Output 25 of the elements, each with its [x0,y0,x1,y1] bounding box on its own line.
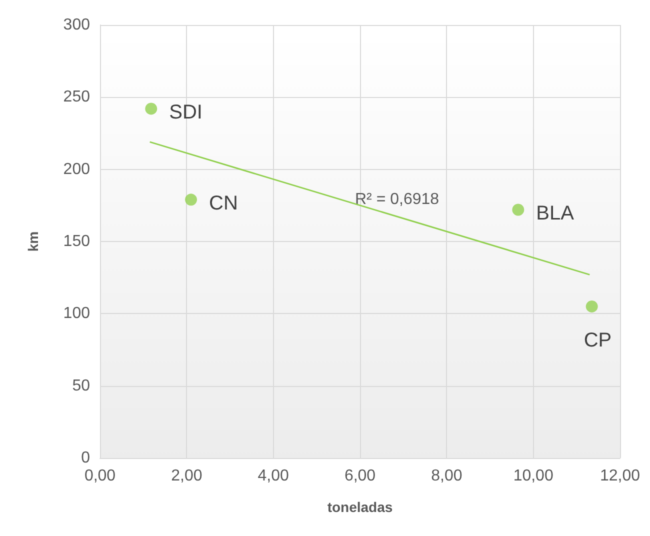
y-tick-label: 300 [63,16,90,34]
point [586,300,598,312]
x-tick-label: 4,00 [258,468,290,484]
y-tick-label: 150 [63,233,90,250]
x-tick-label: 8,00 [431,468,462,484]
x-tick-label: 12,00 [600,468,640,484]
point [185,194,197,206]
point [145,102,158,115]
annotation: BLA [536,202,575,225]
x-tick-label: 2,00 [171,468,202,484]
y-tick-label: 250 [63,88,90,106]
x-tick-label: 6,00 [344,468,376,484]
annotation: SDI [169,102,202,124]
x-tick-label: 10,00 [513,468,554,484]
y-tick-label: 0 [81,450,90,466]
y-tick-label: 100 [63,305,90,322]
annotation: CN [209,192,238,215]
x-axis-title: toneladas [327,499,393,515]
y-tick-label: 200 [63,160,90,178]
y-tick-label: 50 [72,377,90,394]
x-tick-label: 0,00 [84,468,116,484]
annotation: CP [584,329,612,352]
y-axis-title: km [25,231,41,252]
point [512,204,524,216]
annotation: R² = 0,6918 [355,191,440,208]
